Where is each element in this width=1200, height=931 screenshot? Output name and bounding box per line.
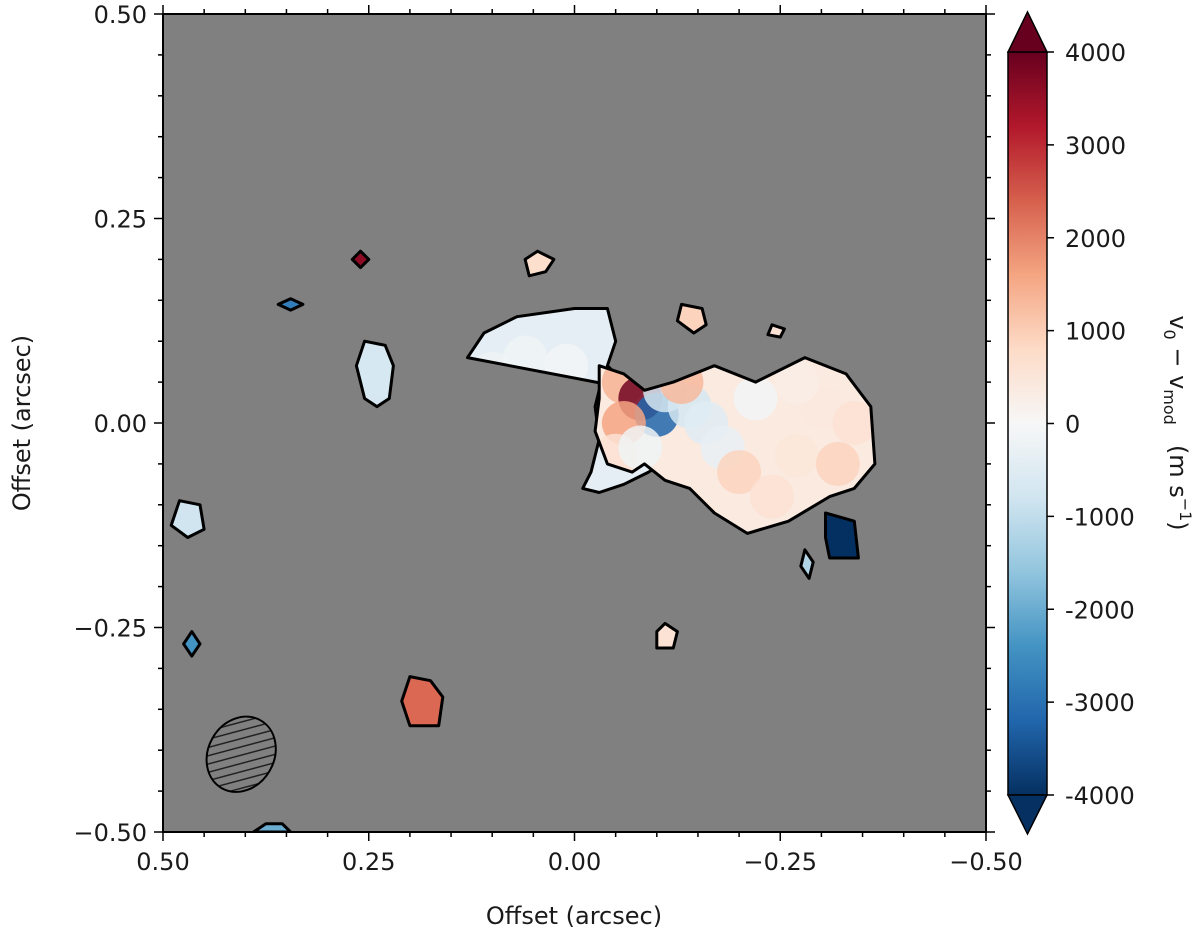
residual-pixel (618, 425, 663, 470)
region-red-dot-north (350, 249, 371, 270)
svg-text:v0 − vmod(m s−1): v0 − vmod(m s−1) (1160, 315, 1195, 530)
residual-pixel (825, 515, 859, 558)
region-contour (655, 621, 679, 650)
region-blue-dot-north (276, 297, 305, 312)
colorbar-extend-min (1006, 794, 1049, 836)
colorbar-tick-label: 2000 (1065, 225, 1126, 253)
residual-pixel (656, 623, 678, 648)
region-east-blob-1 (354, 339, 395, 409)
x-tick-label: 0.00 (548, 848, 601, 876)
y-axis-label: Offset (arcsec) (8, 335, 36, 511)
y-tick-label: 0.00 (94, 410, 147, 438)
colorbar-ticks: 4000 3000 2000 1000 0 -1000 -2000 -3000 -4000 (1047, 39, 1135, 810)
region-contour (766, 323, 786, 339)
beam-ellipse (205, 715, 277, 793)
residual-pixel (815, 441, 860, 486)
colorbar-tick-label: 3000 (1065, 132, 1126, 160)
colorbar-label: v0 − vmod(m s−1) (1160, 315, 1195, 530)
region-bottom-edge-blob (252, 822, 293, 832)
residual-pixel (278, 298, 303, 311)
region-red-blob-south (400, 675, 445, 728)
residual-pixel (832, 401, 875, 445)
region-contour (593, 356, 877, 535)
residual-pixel (401, 683, 443, 726)
colorbar-tick-label: -1000 (1065, 503, 1135, 531)
x-tick-label: 0.50 (136, 848, 189, 876)
region-south-dot (182, 630, 202, 658)
y-tick-label: 0.50 (94, 1, 147, 29)
region-contour (169, 499, 206, 539)
colorbar-tick-label: 1000 (1065, 318, 1126, 346)
region-contour (350, 249, 371, 270)
region-contour (252, 822, 293, 832)
residual-pixel (733, 376, 778, 421)
region-central-lobe (593, 356, 877, 535)
region-contour (276, 297, 305, 312)
residual-pixel (774, 433, 819, 478)
colorbar-body (1007, 51, 1048, 796)
residual-pixel (750, 474, 795, 519)
colorbar-tick-label: 4000 (1065, 39, 1126, 67)
region-south-blob-2 (655, 621, 679, 650)
colorbar-tick-label: -4000 (1065, 782, 1135, 810)
region-contour (824, 511, 860, 560)
residual-pixel (352, 251, 369, 268)
axis-ticks: 0.50 0.25 0.00 −0.25 −0.500.500.250.00−0.25−… (73, 1, 1022, 876)
region-contour (799, 548, 815, 580)
region-contour (354, 339, 395, 409)
x-tick-label: 0.25 (342, 848, 395, 876)
residual-pixel (183, 631, 200, 657)
region-southwest-dot (799, 548, 815, 580)
region-contour (182, 630, 202, 658)
region-contour (400, 675, 445, 728)
x-tick-label: −0.50 (949, 848, 1023, 876)
colorbar-tick-label: -3000 (1065, 689, 1135, 717)
region-north-blob-3 (766, 323, 786, 339)
colorbar: 4000 3000 2000 1000 0 -1000 -2000 -3000 -4000 v0… (1006, 10, 1195, 836)
region-contour (675, 302, 708, 335)
residual-pixel (774, 360, 819, 405)
colorbar-extend-max (1006, 10, 1049, 53)
x-axis-label: Offset (arcsec) (486, 902, 662, 930)
colorbar-tick-label: 0 (1065, 411, 1080, 439)
y-tick-label: −0.25 (73, 615, 147, 643)
residual-pixel (767, 324, 785, 338)
y-tick-label: −0.50 (73, 819, 147, 847)
residual-pixel (717, 450, 762, 495)
region-east-edge-blob (169, 499, 206, 539)
residual-pixel (800, 549, 814, 579)
region-southwest-dark-blob (824, 511, 860, 560)
residual-pixel (253, 823, 291, 832)
region-contour (523, 249, 556, 278)
y-tick-label: 0.25 (94, 206, 147, 234)
colorbar-tick-label: -2000 (1065, 596, 1135, 624)
x-tick-label: −0.25 (743, 848, 817, 876)
